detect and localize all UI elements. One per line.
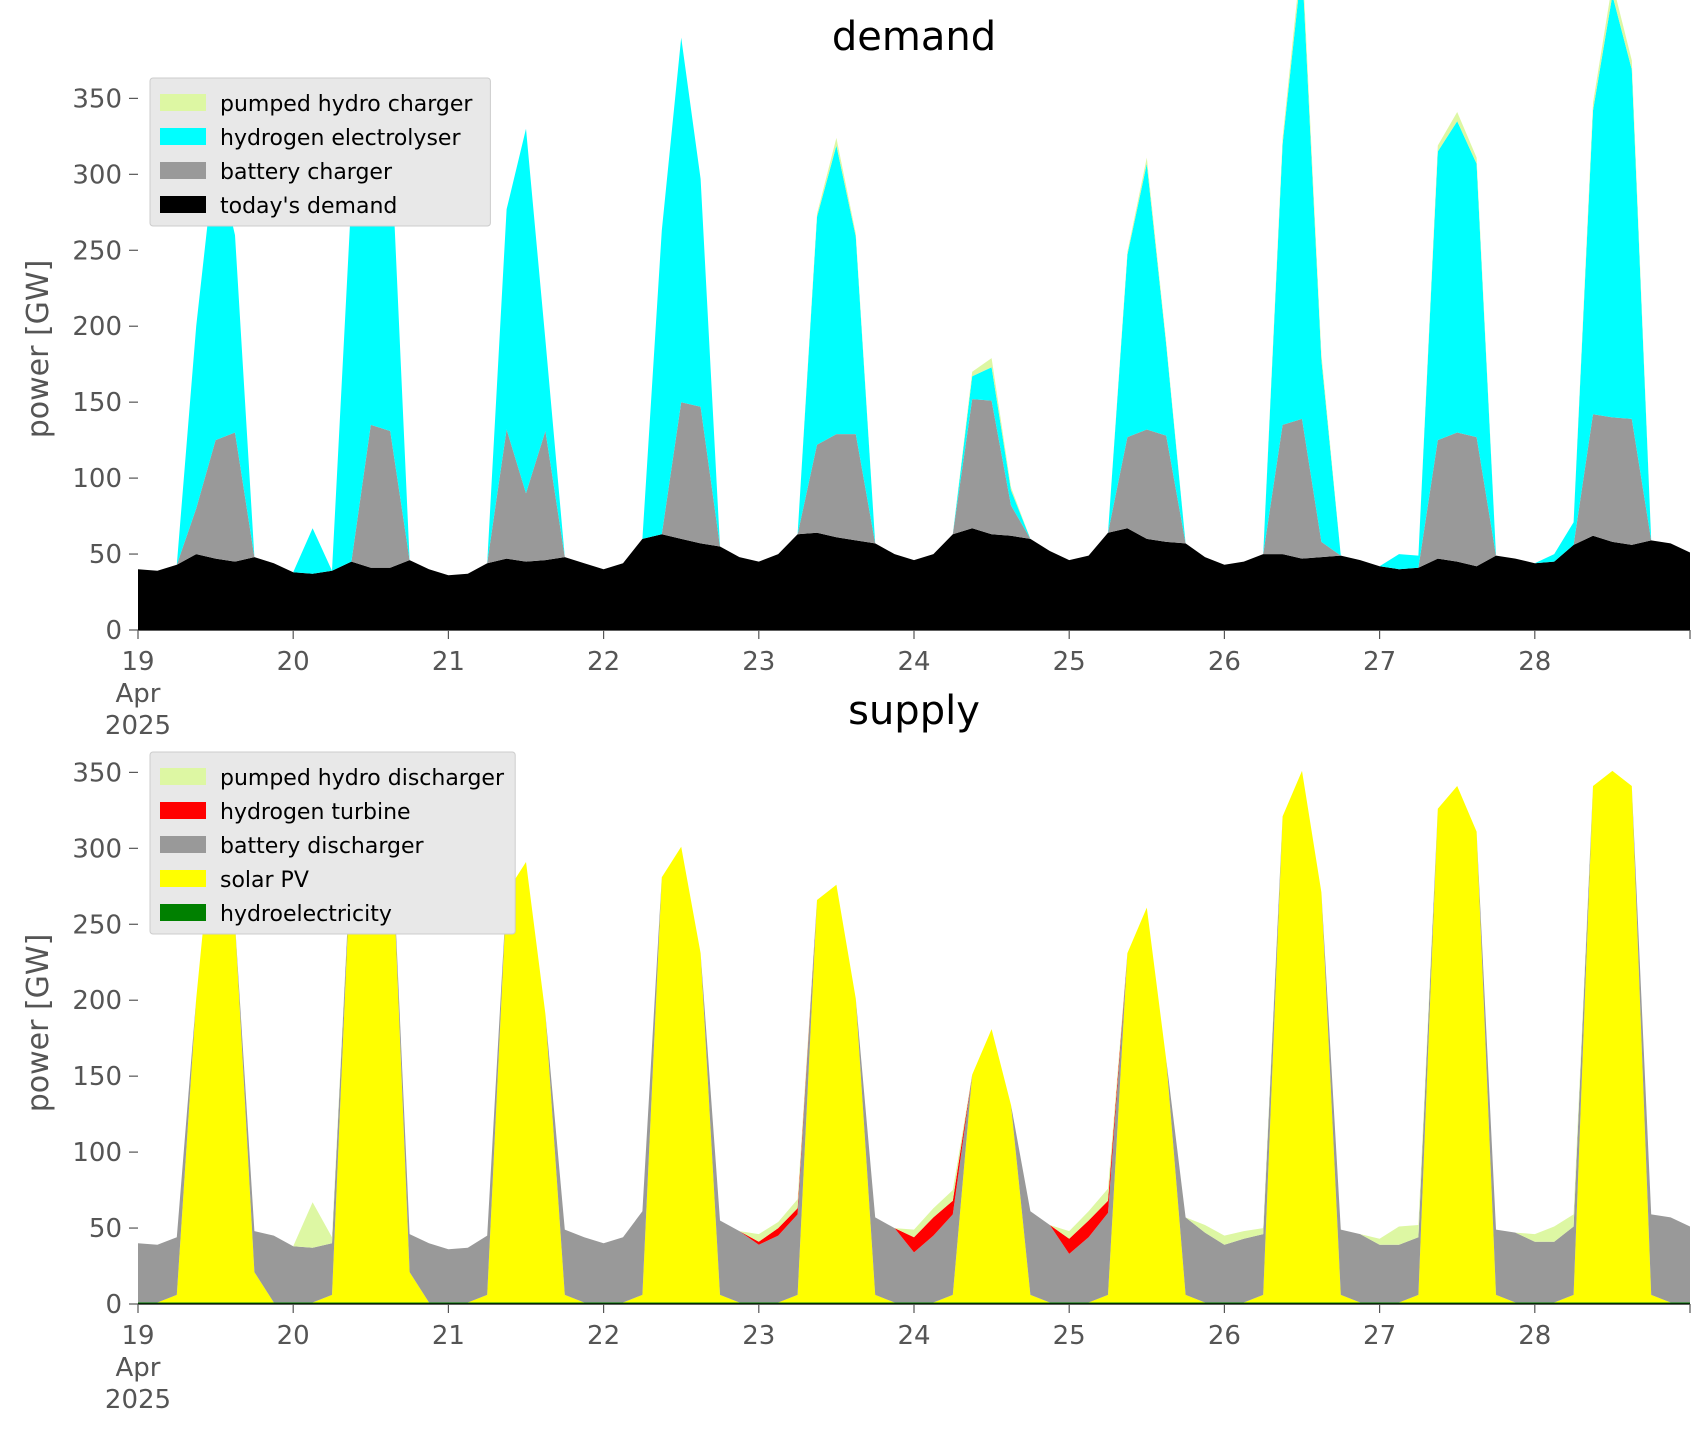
x-tick-label: Apr <box>116 1353 161 1383</box>
legend: pumped hydro discharger hydrogen turbine b… <box>149 751 516 935</box>
legend-label-solar-pv: solar PV <box>220 868 309 893</box>
legend-label-hydrogen-electrolyser: hydrogen electrolyser <box>220 126 461 151</box>
legend-label-hydroelectricity: hydroelectricity <box>220 902 392 927</box>
legend-swatch-hydrogen-turbine <box>160 802 206 819</box>
x-tick-label: 28 <box>1518 647 1551 677</box>
chart-title: supply <box>848 688 980 734</box>
y-tick-label: 100 <box>72 1138 122 1168</box>
x-tick-label: 24 <box>897 647 930 677</box>
x-tick-label: 23 <box>742 647 775 677</box>
y-tick-label: 0 <box>105 1290 122 1320</box>
legend-label-today-s-demand: today's demand <box>220 194 397 219</box>
y-tick-label: 150 <box>72 388 122 418</box>
area-solar-pv <box>138 770 1690 1303</box>
y-tick-label: 200 <box>72 986 122 1016</box>
x-tick-label: Apr <box>116 679 161 709</box>
x-tick-label: 21 <box>432 1321 465 1351</box>
x-tick-label: 19 <box>121 1321 154 1351</box>
y-tick-label: 250 <box>72 236 122 266</box>
y-axis-label: power [GW] <box>21 260 56 439</box>
x-tick-label: 22 <box>587 1321 620 1351</box>
area-hydrogen-electrolyser <box>138 0 1690 576</box>
x-tick-label: 21 <box>432 647 465 677</box>
legend: pumped hydro charger hydrogen electrolyse… <box>149 77 491 227</box>
x-tick-label: 2025 <box>105 711 171 741</box>
area-today-s-demand <box>138 528 1690 630</box>
y-tick-label: 350 <box>72 84 122 114</box>
legend-label-hydrogen-turbine: hydrogen turbine <box>220 800 411 825</box>
x-tick-label: 2025 <box>105 1385 171 1415</box>
y-tick-label: 300 <box>72 834 122 864</box>
series-areas <box>138 0 1690 630</box>
x-tick-label: 24 <box>897 1321 930 1351</box>
y-tick-label: 350 <box>72 758 122 788</box>
legend-label-pumped-hydro-discharger: pumped hydro discharger <box>220 766 505 791</box>
legend-box <box>149 77 491 227</box>
y-tick-label: 200 <box>72 312 122 342</box>
y-tick-label: 100 <box>72 464 122 494</box>
legend-swatch-today-s-demand <box>160 196 206 213</box>
legend-label-battery-charger: battery charger <box>220 160 393 185</box>
legend-box <box>149 751 516 935</box>
x-tick-label: 28 <box>1518 1321 1551 1351</box>
y-tick-label: 150 <box>72 1062 122 1092</box>
legend-label-battery-discharger: battery discharger <box>220 834 425 859</box>
x-tick-label: 25 <box>1053 1321 1086 1351</box>
area-battery-discharger <box>138 770 1690 1303</box>
chart-title: demand <box>832 14 996 60</box>
x-tick-label: 19 <box>121 647 154 677</box>
legend-swatch-pumped-hydro-discharger <box>160 768 206 785</box>
x-tick-label: 27 <box>1363 647 1396 677</box>
y-tick-label: 300 <box>72 160 122 190</box>
x-tick-label: 26 <box>1208 1321 1241 1351</box>
legend-swatch-solar-pv <box>160 870 206 887</box>
demand-chart: demand power [GW] 0 50 100 150 200 250 300 350 1… <box>21 0 1691 741</box>
legend-swatch-pumped-hydro-charger <box>160 94 206 111</box>
x-tick-label: 23 <box>742 1321 775 1351</box>
legend-swatch-hydrogen-electrolyser <box>160 128 206 145</box>
supply-chart: supply power [GW] 0 50 100 150 200 250 300 350 1… <box>21 688 1691 1415</box>
legend-swatch-battery-discharger <box>160 836 206 853</box>
y-tick-label: 250 <box>72 910 122 940</box>
y-tick-label: 0 <box>105 616 122 646</box>
area-battery-charger <box>138 399 1690 576</box>
x-tick-label: 27 <box>1363 1321 1396 1351</box>
x-tick-label: 25 <box>1053 647 1086 677</box>
x-tick-label: 22 <box>587 647 620 677</box>
legend-swatch-hydroelectricity <box>160 904 206 921</box>
legend-label-pumped-hydro-charger: pumped hydro charger <box>220 92 473 117</box>
x-tick-label: 20 <box>277 1321 310 1351</box>
x-tick-label: 26 <box>1208 647 1241 677</box>
x-tick-label: 20 <box>277 647 310 677</box>
legend-swatch-battery-charger <box>160 162 206 179</box>
y-tick-label: 50 <box>89 1214 122 1244</box>
y-axis-label: power [GW] <box>21 934 56 1113</box>
y-tick-label: 50 <box>89 540 122 570</box>
